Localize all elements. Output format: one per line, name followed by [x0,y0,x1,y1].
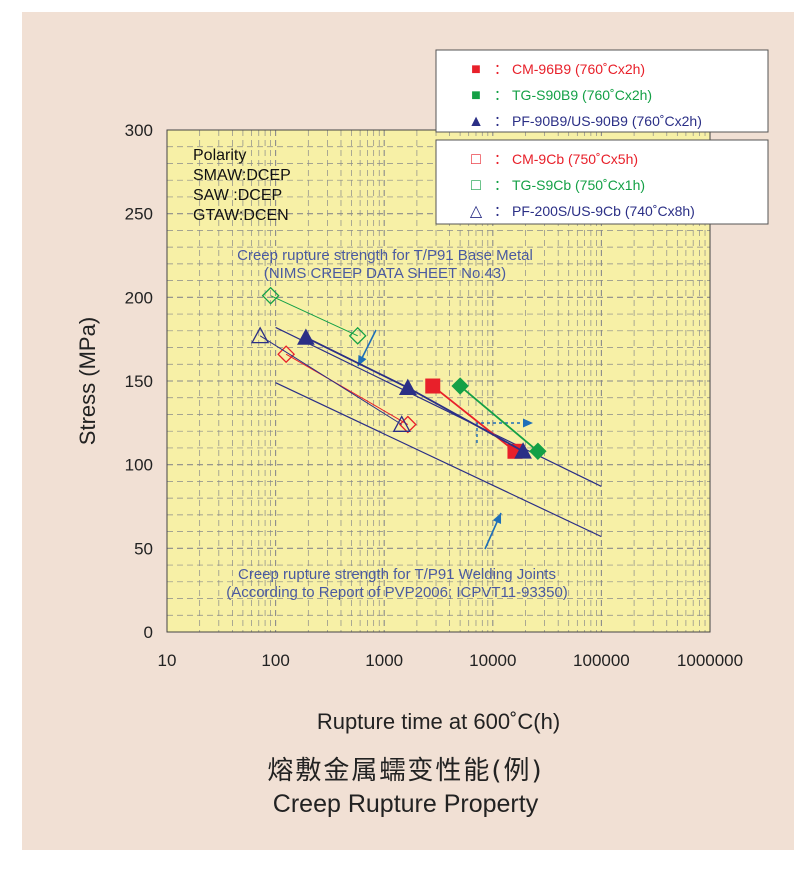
reference-line [275,382,602,538]
series-line [285,353,409,425]
legend-label: PF-90B9/US-90B9 (760˚Cx2h) [512,113,702,129]
legend-separator: ： [494,151,508,167]
caption-english: Creep Rupture Property [272,790,539,818]
series-line [259,335,402,425]
legend-separator: ： [494,203,508,219]
caption-japanese: 熔敷金属蠕变性能(例) [267,756,544,786]
legend-marker: ■ [471,61,481,78]
legend-marker: □ [471,177,481,194]
series-line [459,385,539,452]
data-point [277,345,296,364]
data-point [425,378,441,394]
legend-marker: △ [470,203,483,220]
annotation-welding-joints-source: (According to Report of PVP2006; ICPVT11… [226,584,568,601]
y-tick-label: 50 [134,539,153,558]
data-point [392,415,411,432]
y-axis-label: Stress (MPa) [75,317,100,445]
legend-separator: ： [494,177,508,193]
arrow-welding-joints-head [492,513,502,524]
x-tick-label: 100 [261,651,289,670]
series-line [270,295,358,337]
x-tick-label: 1000 [365,651,403,670]
data-point [348,326,367,345]
arrow-runout [476,418,533,443]
polarity-line: SAW :DCEP [193,187,282,204]
series-0 [432,385,516,452]
data-point [514,442,532,459]
series-3 [285,353,409,425]
polarity-line: SMAW:DCEP [193,167,291,184]
series-line [432,385,516,452]
x-tick-label: 10000 [469,651,516,670]
data-point [529,442,547,460]
legend-separator: ： [494,113,508,129]
series-1 [459,385,539,452]
x-axis-label: Rupture time at 600˚C(h) [317,709,560,734]
y-tick-label: 300 [125,121,153,140]
x-tick-label: 100000 [573,651,630,670]
legend-open-frame [435,139,769,225]
legend-label: CM-96B9 (760˚Cx2h) [512,61,645,77]
data-point [297,328,315,345]
annotation-base-metal-title: Creep rupture strength for T/P91 Base Me… [237,247,533,264]
legend-separator: ： [494,61,508,77]
reference-line [275,326,602,487]
data-point [251,326,270,344]
arrow-runout-head [523,418,533,428]
series-4 [270,295,358,337]
y-tick-label: 100 [125,456,153,475]
legend-marker: ▲ [468,113,484,130]
legend-marker: □ [471,151,481,168]
legend-marker: ■ [471,87,481,104]
legend-label: CM-9Cb (750˚Cx5h) [512,151,638,167]
annotation-base-metal-source: (NIMS CREEP DATA SHEET No.43) [264,265,506,282]
data-point [261,286,280,305]
arrow-welding-joints [484,512,502,550]
data-point [398,415,417,434]
data-point [451,377,469,395]
arrow-runout-shaft [476,422,524,443]
x-tick-label: 1000000 [677,651,743,670]
legend-label: PF-200S/US-9Cb (740˚Cx8h) [512,203,695,219]
polarity-line: GTAW:DCEN [193,207,289,224]
legend-filled-frame [435,49,769,133]
x-tick-label: 10 [158,651,177,670]
y-tick-label: 250 [125,205,153,224]
legend-label: TG-S90B9 (760˚Cx2h) [512,87,652,103]
annotation-welding-joints-title: Creep rupture strength for T/P91 Welding… [238,566,556,583]
legend-open: □： CM-9Cb (750˚Cx5h)□： TG-S9Cb (750˚Cx1h)△… [435,139,769,225]
legend-separator: ： [494,87,508,103]
legend-label: TG-S9Cb (750˚Cx1h) [512,177,645,193]
y-tick-label: 200 [125,288,153,307]
y-tick-label: 0 [144,623,153,642]
y-tick-label: 150 [125,372,153,391]
legend-filled: ■： CM-96B9 (760˚Cx2h)■： TG-S90B9 (760˚Cx2h… [435,49,769,133]
polarity-line: Polarity [193,147,246,164]
series-5 [259,335,402,425]
data-point [398,378,417,395]
